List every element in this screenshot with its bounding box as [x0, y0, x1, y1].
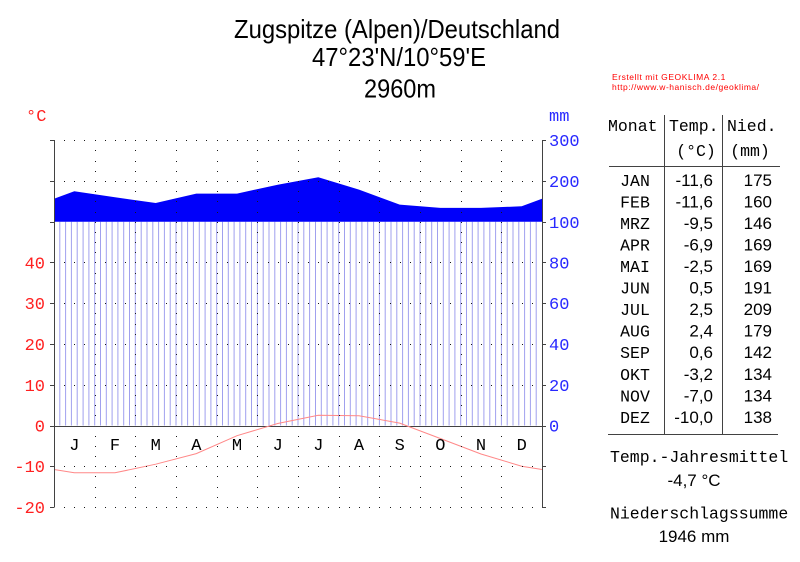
- svg-text:60: 60: [549, 296, 569, 315]
- svg-text:J: J: [273, 437, 283, 456]
- svg-text:134: 134: [744, 365, 772, 384]
- svg-text:-7,0: -7,0: [684, 386, 713, 405]
- svg-text:191: 191: [744, 279, 772, 298]
- svg-text:Temp.-Jahresmittel: Temp.-Jahresmittel: [610, 448, 788, 467]
- svg-text:134: 134: [744, 386, 772, 405]
- svg-text:AUG: AUG: [620, 323, 650, 342]
- svg-text:(mm): (mm): [730, 142, 770, 161]
- svg-text:JUN: JUN: [620, 280, 650, 299]
- svg-text:1946 mm: 1946 mm: [659, 527, 730, 546]
- svg-text:A: A: [354, 437, 365, 456]
- svg-text:D: D: [517, 437, 527, 456]
- svg-text:A: A: [191, 437, 202, 456]
- svg-text:-9,5: -9,5: [684, 214, 713, 233]
- svg-text:20: 20: [549, 378, 569, 397]
- svg-text:-11,6: -11,6: [676, 171, 714, 190]
- svg-text:-4,7 °C: -4,7 °C: [667, 471, 720, 490]
- svg-text:40: 40: [25, 256, 45, 275]
- svg-text:175: 175: [744, 171, 772, 190]
- svg-text:0: 0: [35, 419, 45, 438]
- svg-text:M: M: [151, 437, 161, 456]
- svg-text:OKT: OKT: [620, 366, 650, 385]
- svg-text:20: 20: [25, 337, 45, 356]
- svg-text:SEP: SEP: [620, 344, 650, 363]
- svg-text:MAI: MAI: [620, 258, 650, 277]
- svg-text:O: O: [435, 437, 445, 456]
- svg-text:NOV: NOV: [620, 387, 650, 406]
- svg-text:-10: -10: [14, 459, 45, 478]
- svg-text:47°23'N/10°59'E: 47°23'N/10°59'E: [312, 42, 486, 72]
- svg-text:300: 300: [549, 133, 580, 152]
- svg-text:MRZ: MRZ: [620, 215, 650, 234]
- svg-text:142: 142: [744, 343, 772, 362]
- svg-text:-11,6: -11,6: [676, 192, 714, 211]
- svg-text:N: N: [476, 437, 486, 456]
- svg-text:-3,2: -3,2: [684, 365, 713, 384]
- svg-text:169: 169: [744, 236, 772, 255]
- svg-text:http://www.w-hanisch.de/geokli: http://www.w-hanisch.de/geoklima/: [612, 82, 760, 92]
- svg-text:-6,9: -6,9: [684, 236, 713, 255]
- svg-text:100: 100: [549, 215, 580, 234]
- svg-text:40: 40: [549, 337, 569, 356]
- svg-text:DEZ: DEZ: [620, 409, 650, 428]
- svg-text:10: 10: [25, 378, 45, 397]
- svg-text:APR: APR: [620, 237, 650, 256]
- svg-text:Zugspitze (Alpen)/Deutschland: Zugspitze (Alpen)/Deutschland: [234, 14, 560, 44]
- svg-text:S: S: [395, 437, 405, 456]
- svg-text:209: 209: [744, 300, 772, 319]
- svg-text:160: 160: [744, 192, 772, 211]
- svg-text:80: 80: [549, 256, 569, 275]
- svg-text:Niederschlagssumme: Niederschlagssumme: [610, 505, 788, 524]
- svg-text:-2,5: -2,5: [684, 257, 713, 276]
- svg-text:J: J: [69, 437, 79, 456]
- svg-text:Temp.: Temp.: [669, 117, 719, 136]
- svg-text:FEB: FEB: [620, 193, 650, 212]
- svg-text:169: 169: [744, 257, 772, 276]
- svg-text:30: 30: [25, 296, 45, 315]
- svg-text:146: 146: [744, 214, 772, 233]
- svg-text:Erstellt mit GEOKLIMA 2.1: Erstellt mit GEOKLIMA 2.1: [612, 72, 726, 82]
- svg-text:JUL: JUL: [620, 301, 650, 320]
- svg-text:2960m: 2960m: [364, 74, 436, 104]
- svg-text:2,5: 2,5: [689, 300, 713, 319]
- svg-text:0,5: 0,5: [689, 279, 713, 298]
- svg-text:°C: °C: [26, 108, 46, 127]
- svg-text:J: J: [313, 437, 323, 456]
- svg-text:-20: -20: [14, 500, 45, 519]
- svg-text:200: 200: [549, 174, 580, 193]
- svg-text:-10,0: -10,0: [674, 408, 713, 427]
- svg-text:M: M: [232, 437, 242, 456]
- svg-text:0,6: 0,6: [689, 343, 713, 362]
- svg-text:2,4: 2,4: [689, 322, 713, 341]
- svg-text:Monat: Monat: [608, 117, 658, 136]
- svg-text:JAN: JAN: [620, 172, 650, 191]
- svg-text:F: F: [110, 437, 120, 456]
- svg-text:Nied.: Nied.: [727, 117, 777, 136]
- svg-text:(°C): (°C): [676, 142, 716, 161]
- svg-text:0: 0: [549, 419, 559, 438]
- svg-text:mm: mm: [549, 108, 569, 127]
- svg-text:138: 138: [744, 408, 772, 427]
- svg-text:179: 179: [744, 322, 772, 341]
